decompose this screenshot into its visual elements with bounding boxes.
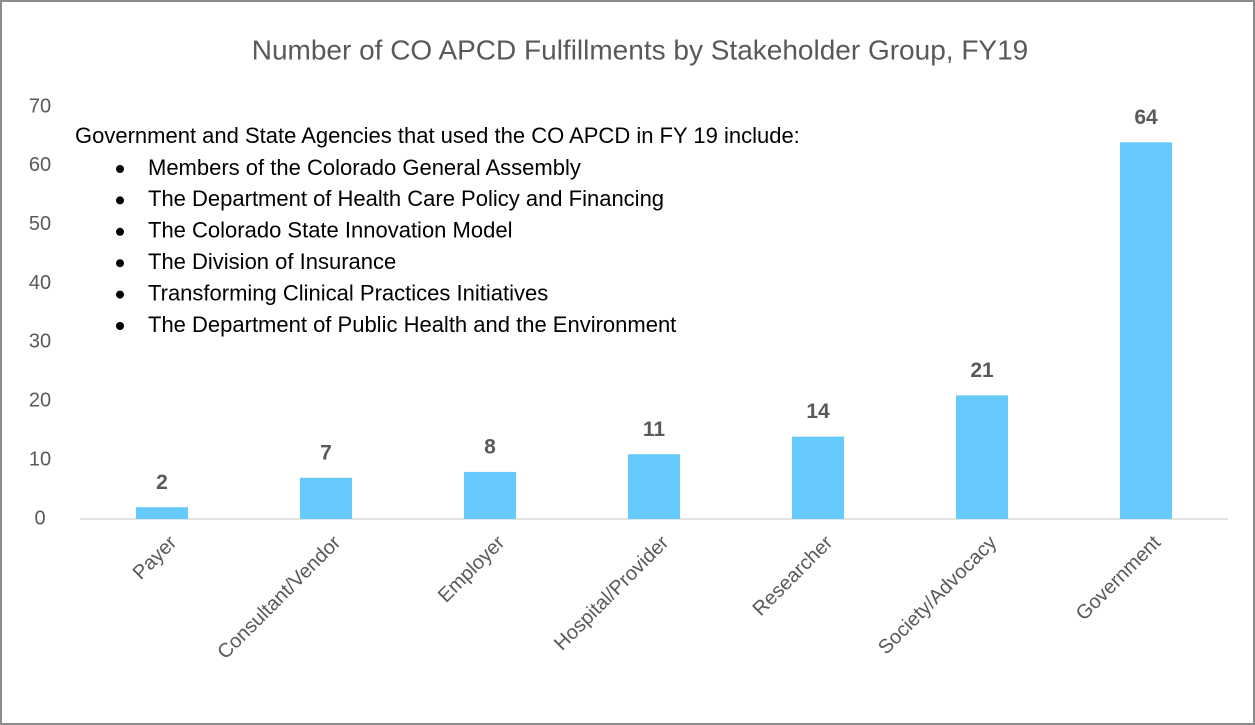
y-tick-label: 10 [29, 448, 51, 470]
bullet [116, 322, 124, 330]
value-label: 7 [320, 441, 332, 464]
annotation-item: The Colorado State Innovation Model [148, 218, 512, 243]
bar [1120, 142, 1172, 520]
value-label: 2 [156, 471, 168, 494]
value-label: 8 [484, 435, 496, 458]
bar [464, 471, 516, 519]
bar [136, 507, 188, 519]
y-tick-label: 70 [29, 95, 51, 117]
bar [792, 436, 844, 519]
annotation-item: The Division of Insurance [148, 249, 396, 274]
bullet [116, 196, 124, 205]
bullet [116, 165, 124, 173]
bar [956, 395, 1008, 519]
bar [628, 454, 680, 519]
value-label: 21 [970, 359, 994, 382]
bar [300, 477, 352, 519]
annotation-item: The Department of Public Health and the … [148, 312, 676, 337]
chart-title: Number of CO APCD Fulfillments by Stakeh… [252, 34, 1029, 65]
annotation-item: Members of the Colorado General Assembly [148, 155, 581, 180]
y-tick-label: 50 [29, 213, 51, 235]
value-label: 14 [806, 400, 830, 423]
annotation-item: The Department of Health Care Policy and… [148, 186, 664, 211]
bullet [116, 290, 124, 299]
y-tick-label: 60 [29, 154, 51, 176]
value-label: 64 [1134, 106, 1158, 129]
y-tick-label: 30 [29, 331, 51, 353]
bullet [116, 259, 124, 268]
annotation-text: Government and State Agencies that used … [75, 123, 800, 148]
annotation-item: Transforming Clinical Practices Initiati… [148, 280, 548, 305]
y-tick-label: 0 [34, 507, 45, 529]
bullet [116, 227, 124, 236]
value-label: 11 [643, 418, 666, 441]
y-tick-label: 20 [29, 390, 51, 412]
y-tick-label: 40 [29, 272, 51, 294]
